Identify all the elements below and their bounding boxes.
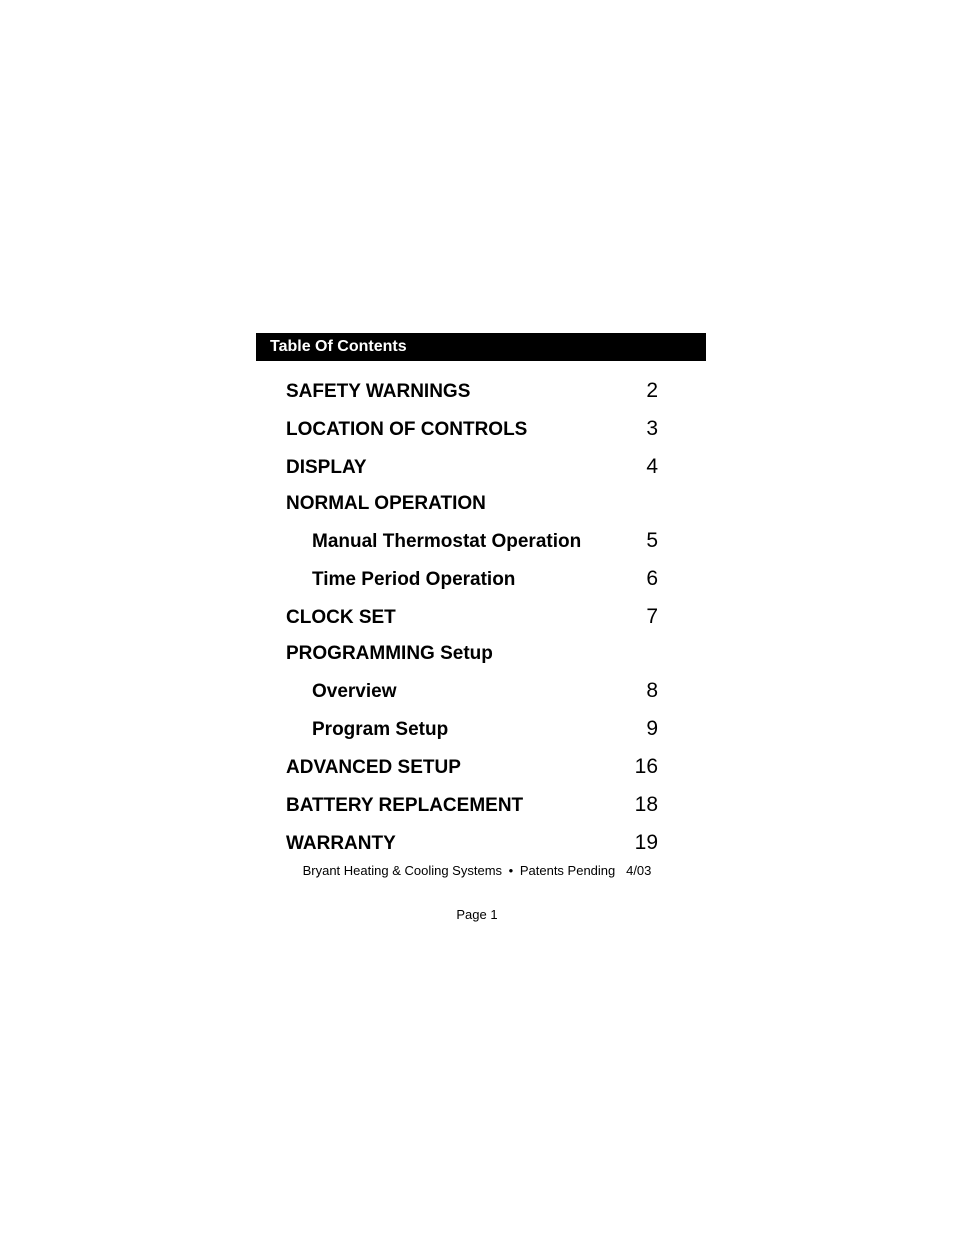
- toc-entry-title: CLOCK SET: [286, 607, 396, 629]
- footer-patent: Patents Pending: [520, 863, 615, 878]
- toc-entry: BATTERY REPLACEMENT 18: [286, 793, 658, 817]
- toc-entry: Manual Thermostat Operation 5: [286, 529, 658, 553]
- toc-entry-title: ADVANCED SETUP: [286, 757, 461, 779]
- toc-entry: PROGRAMMING Setup: [286, 643, 658, 665]
- toc-entry-title: Program Setup: [286, 719, 448, 741]
- toc-entry-title: SAFETY WARNINGS: [286, 381, 470, 403]
- toc-body: SAFETY WARNINGS 2 LOCATION OF CONTROLS 3…: [256, 361, 706, 855]
- footer-company: Bryant Heating & Cooling Systems: [303, 863, 502, 878]
- toc-entry: ADVANCED SETUP 16: [286, 755, 658, 779]
- toc-entry-title: BATTERY REPLACEMENT: [286, 795, 523, 817]
- toc-entry-page: 4: [628, 455, 658, 479]
- toc-entry-page: 9: [628, 717, 658, 741]
- toc-entry-page: 5: [628, 529, 658, 553]
- toc-entry-title: PROGRAMMING Setup: [286, 643, 493, 665]
- toc-entry: SAFETY WARNINGS 2: [286, 379, 658, 403]
- page-content: Table Of Contents SAFETY WARNINGS 2 LOCA…: [256, 333, 706, 869]
- page-number: Page 1: [0, 907, 954, 922]
- footer-line: Bryant Heating & Cooling Systems • Paten…: [0, 863, 954, 878]
- toc-entry-title: DISPLAY: [286, 457, 367, 479]
- toc-entry-page: 6: [628, 567, 658, 591]
- toc-entry: LOCATION OF CONTROLS 3: [286, 417, 658, 441]
- toc-entry-page: 18: [628, 793, 658, 817]
- toc-entry-page: 2: [628, 379, 658, 403]
- toc-entry: WARRANTY 19: [286, 831, 658, 855]
- toc-entry: DISPLAY 4: [286, 455, 658, 479]
- toc-entry: CLOCK SET 7: [286, 605, 658, 629]
- toc-entry-title: NORMAL OPERATION: [286, 493, 486, 515]
- toc-entry-title: Time Period Operation: [286, 569, 515, 591]
- toc-entry-title: LOCATION OF CONTROLS: [286, 419, 527, 441]
- footer-date: 4/03: [626, 863, 651, 878]
- toc-entry-title: Overview: [286, 681, 397, 703]
- toc-entry-page: 19: [628, 831, 658, 855]
- toc-entry: Time Period Operation 6: [286, 567, 658, 591]
- toc-header: Table Of Contents: [256, 333, 706, 361]
- toc-entry-page: 8: [628, 679, 658, 703]
- toc-entry-page: 7: [628, 605, 658, 629]
- toc-entry: Program Setup 9: [286, 717, 658, 741]
- toc-entry-page: 16: [628, 755, 658, 779]
- toc-entry-title: WARRANTY: [286, 833, 396, 855]
- toc-entry-title: Manual Thermostat Operation: [286, 531, 581, 553]
- toc-entry: NORMAL OPERATION: [286, 493, 658, 515]
- toc-entry: Overview 8: [286, 679, 658, 703]
- bullet-icon: •: [509, 863, 514, 878]
- toc-entry-page: 3: [628, 417, 658, 441]
